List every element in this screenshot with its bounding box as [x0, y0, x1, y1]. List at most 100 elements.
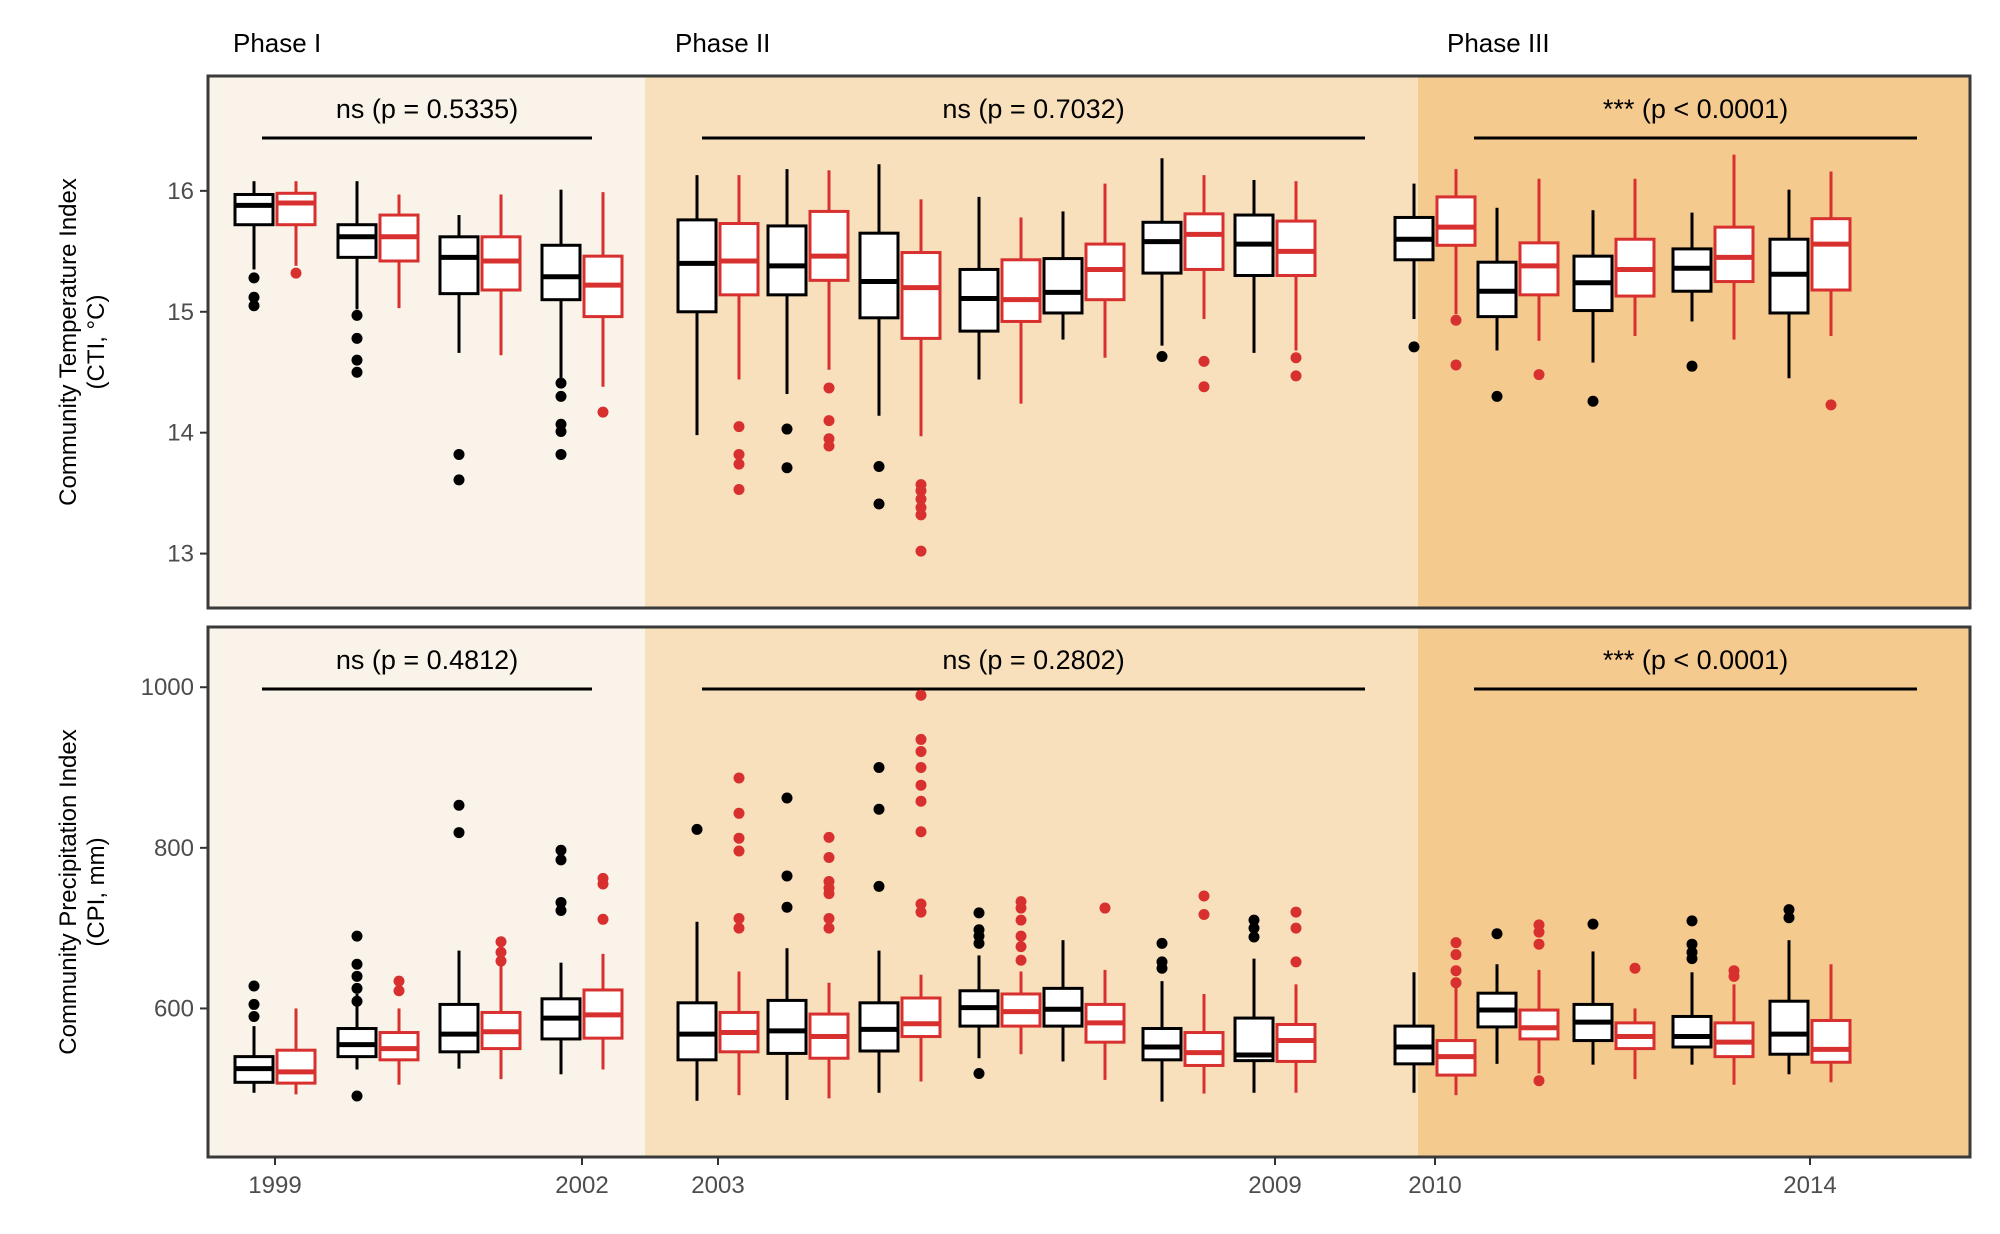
- phase-background: [1418, 627, 1970, 1157]
- box-red-2008: [1183, 890, 1225, 1094]
- outlier-point: [1728, 970, 1740, 982]
- outlier-point: [1686, 938, 1698, 950]
- box-black-1999: [233, 980, 275, 1093]
- box-black-2002: [540, 844, 582, 1075]
- box-iqr: [1141, 1027, 1183, 1062]
- outlier-point: [453, 474, 465, 486]
- box-red-2003: [718, 175, 760, 496]
- box-black-2007: [1042, 211, 1084, 340]
- box-black-2009: [1233, 914, 1275, 1093]
- outlier-point: [1248, 931, 1260, 943]
- box-iqr: [766, 224, 808, 297]
- outlier-point: [1290, 906, 1302, 918]
- outlier-point: [733, 448, 745, 460]
- outlier-point: [733, 772, 745, 784]
- outlier-point: [873, 803, 885, 815]
- outlier-point: [351, 958, 363, 970]
- outlier-point: [1156, 351, 1168, 363]
- outlier-point: [823, 831, 835, 843]
- outlier-point: [1408, 341, 1420, 353]
- box-red-2009: [1275, 181, 1317, 382]
- outlier-point: [1450, 314, 1462, 326]
- outlier-point: [1587, 395, 1599, 407]
- box-red-2007: [1084, 902, 1126, 1080]
- box-black-2011: [1476, 207, 1518, 402]
- box-red-2005: [900, 199, 942, 557]
- outlier-point: [823, 415, 835, 427]
- box-red-2011: [1518, 178, 1560, 381]
- y-tick-label: 800: [154, 835, 194, 862]
- outlier-point: [733, 845, 745, 857]
- outlier-point: [973, 907, 985, 919]
- outlier-point: [823, 888, 835, 900]
- box-red-2012: [1614, 962, 1656, 1080]
- box-iqr: [1141, 220, 1183, 275]
- outlier-point: [823, 851, 835, 863]
- outlier-point: [1533, 938, 1545, 950]
- outlier-point: [733, 421, 745, 433]
- x-tick-label: 1999: [248, 1172, 301, 1199]
- outlier-point: [495, 946, 507, 958]
- outlier-point: [781, 870, 793, 882]
- y-tick-label: 1000: [141, 674, 194, 701]
- outlier-point: [351, 354, 363, 366]
- x-tick-label: 2014: [1783, 1172, 1836, 1199]
- outlier-point: [597, 406, 609, 418]
- outlier-point: [873, 461, 885, 473]
- outlier-point: [823, 913, 835, 924]
- significance-label: ns (p = 0.5335): [336, 94, 518, 124]
- box-black-2008: [1141, 937, 1183, 1102]
- x-tick-label: 2009: [1248, 1172, 1301, 1199]
- outlier-point: [781, 423, 793, 435]
- box-iqr: [336, 223, 378, 259]
- box-red-2014: [1810, 964, 1852, 1083]
- outlier-point: [351, 995, 363, 1007]
- outlier-point: [1015, 914, 1027, 926]
- outlier-point: [351, 366, 363, 378]
- outlier-point: [873, 498, 885, 510]
- outlier-point: [351, 930, 363, 942]
- outlier-point: [555, 390, 567, 402]
- significance-label: ns (p = 0.4812): [336, 645, 518, 675]
- box-red-2013: [1713, 965, 1755, 1085]
- outlier-point: [248, 300, 260, 312]
- outlier-point: [248, 980, 260, 992]
- outlier-point: [1156, 937, 1168, 949]
- box-iqr: [233, 192, 275, 227]
- outlier-point: [1450, 949, 1462, 961]
- outlier-point: [1686, 915, 1698, 927]
- outlier-point: [1290, 370, 1302, 382]
- box-iqr: [540, 243, 582, 302]
- box-iqr: [1518, 1008, 1560, 1041]
- outlier-point: [248, 272, 260, 284]
- outlier-point: [597, 913, 609, 925]
- significance-label: *** (p < 0.0001): [1603, 94, 1788, 124]
- outlier-point: [1198, 381, 1210, 393]
- box-black-2009: [1233, 179, 1275, 353]
- outlier-point: [248, 998, 260, 1010]
- outlier-point: [351, 982, 363, 994]
- box-black-2007: [1042, 940, 1084, 1062]
- outlier-point: [351, 332, 363, 344]
- box-red-2006: [1000, 217, 1042, 404]
- outlier-point: [1450, 359, 1462, 371]
- outlier-point: [1686, 360, 1698, 372]
- panel-bottom: ns (p = 0.4812) ns (p = 0.2802) *** (p < 0…: [55, 625, 1972, 1199]
- outlier-point: [1491, 390, 1503, 402]
- box-red-2010: [1435, 169, 1477, 371]
- y-tick-label: 15: [167, 299, 194, 326]
- y-axis-label-units: (CTI, °C): [83, 295, 110, 390]
- outlier-point: [1198, 908, 1210, 920]
- outlier-point: [1533, 369, 1545, 381]
- box-iqr: [1810, 1018, 1852, 1064]
- box-red-2011: [1518, 919, 1560, 1087]
- box-black-2005: [858, 762, 900, 1093]
- box-iqr: [766, 998, 808, 1055]
- outlier-point: [1783, 904, 1795, 916]
- outlier-point: [1099, 902, 1111, 914]
- panel-frame: [206, 74, 1972, 610]
- y-axis-label: Community Temperature Index: [55, 178, 82, 506]
- outlier-point: [915, 745, 927, 757]
- box-red-2000: [378, 194, 420, 309]
